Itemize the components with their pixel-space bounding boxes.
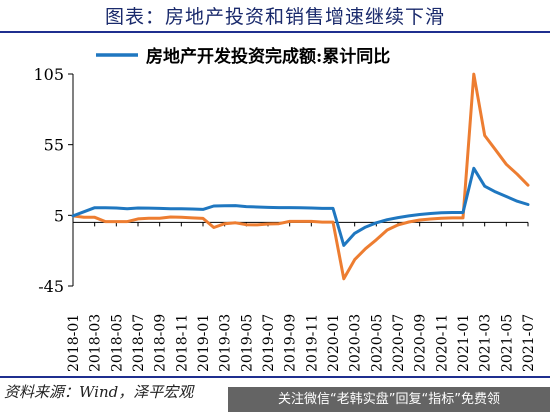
x-tick-label: 2018-03	[88, 314, 104, 372]
x-tick-label: 2021-05	[499, 314, 515, 372]
x-tick-label: 2020-03	[348, 314, 364, 372]
x-tick-label: 2020-05	[369, 314, 385, 372]
x-tick-label: 2021-07	[521, 314, 537, 372]
x-tick-label: 2018-01	[66, 314, 82, 372]
x-tick-label: 2019-09	[283, 314, 299, 372]
y-tick-label: 105	[33, 65, 64, 84]
y-tick-label: -45	[38, 277, 64, 296]
x-tick-label: 2019-03	[218, 314, 234, 372]
y-tick-label: 5	[54, 206, 64, 225]
x-tick-label: 2020-01	[326, 314, 342, 372]
x-tick-label: 2021-01	[456, 314, 472, 372]
title-divider	[0, 31, 550, 33]
source-note: 资料来源：Wind，泽平宏观	[4, 383, 194, 401]
y-tick-label: 55	[44, 136, 64, 155]
x-tick-label: 2020-11	[434, 314, 450, 372]
x-tick-label: 2018-11	[174, 314, 190, 372]
x-tick-label: 2018-09	[153, 314, 169, 372]
footer-divider	[0, 376, 550, 378]
x-tick-label: 2019-01	[196, 314, 212, 372]
legend: 房地产开发投资完成额:累计同比	[96, 46, 390, 67]
x-tick-label: 2019-05	[239, 314, 255, 372]
series-line-investment	[71, 166, 530, 247]
x-tick-label: 2018-07	[131, 314, 147, 372]
x-tick-label: 2018-05	[109, 314, 125, 372]
axes	[72, 74, 528, 286]
x-tick-label: 2021-03	[478, 314, 494, 372]
legend-label-investment: 房地产开发投资完成额:累计同比	[146, 46, 390, 67]
x-tick-label: 2020-09	[413, 314, 429, 372]
x-axis-ticks: 2018-01 2018-03 2018-05 2018-07 2018-09 2018-…	[66, 222, 537, 372]
x-tick-label: 2019-11	[304, 314, 320, 372]
x-tick-label: 2019-07	[261, 314, 277, 372]
series-line-sales	[71, 72, 530, 281]
watermark-banner: 关注微信“老韩实盘”回复“指标”免费领	[228, 387, 550, 412]
x-tick-label: 2020-07	[391, 314, 407, 372]
series-layer	[71, 72, 530, 281]
figure-title: 图表：房地产投资和销售增速继续下滑	[104, 6, 445, 28]
